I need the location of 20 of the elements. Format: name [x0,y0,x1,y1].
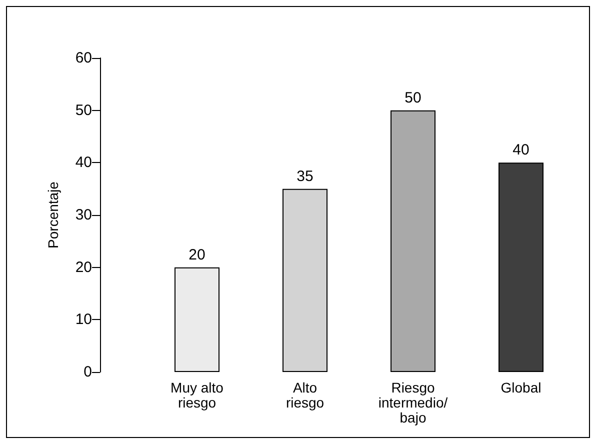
x-tick-label: Riesgo intermedio/ bajo [378,380,448,426]
y-tick-label: 20 [75,258,92,276]
bar [390,110,436,372]
y-tick-label: 10 [75,311,92,328]
data-label: 50 [404,89,422,106]
bar [174,267,220,372]
y-tick-label: 40 [75,154,92,172]
x-tick-label: Muy alto riesgo [170,380,224,410]
x-tick-label: Alto riesgo [286,380,324,410]
data-label: 40 [512,142,530,159]
y-axis-title: Porcentaje [45,181,61,248]
data-label: 35 [296,168,314,185]
bar [282,188,328,372]
x-tick-label: Global [500,380,542,396]
y-tick-label: 60 [75,50,92,66]
y-tick-label: 0 [84,364,92,380]
bar [498,162,544,372]
data-label: 20 [188,246,206,264]
y-tick-label: 30 [75,206,92,224]
y-tick-label: 50 [75,102,92,119]
